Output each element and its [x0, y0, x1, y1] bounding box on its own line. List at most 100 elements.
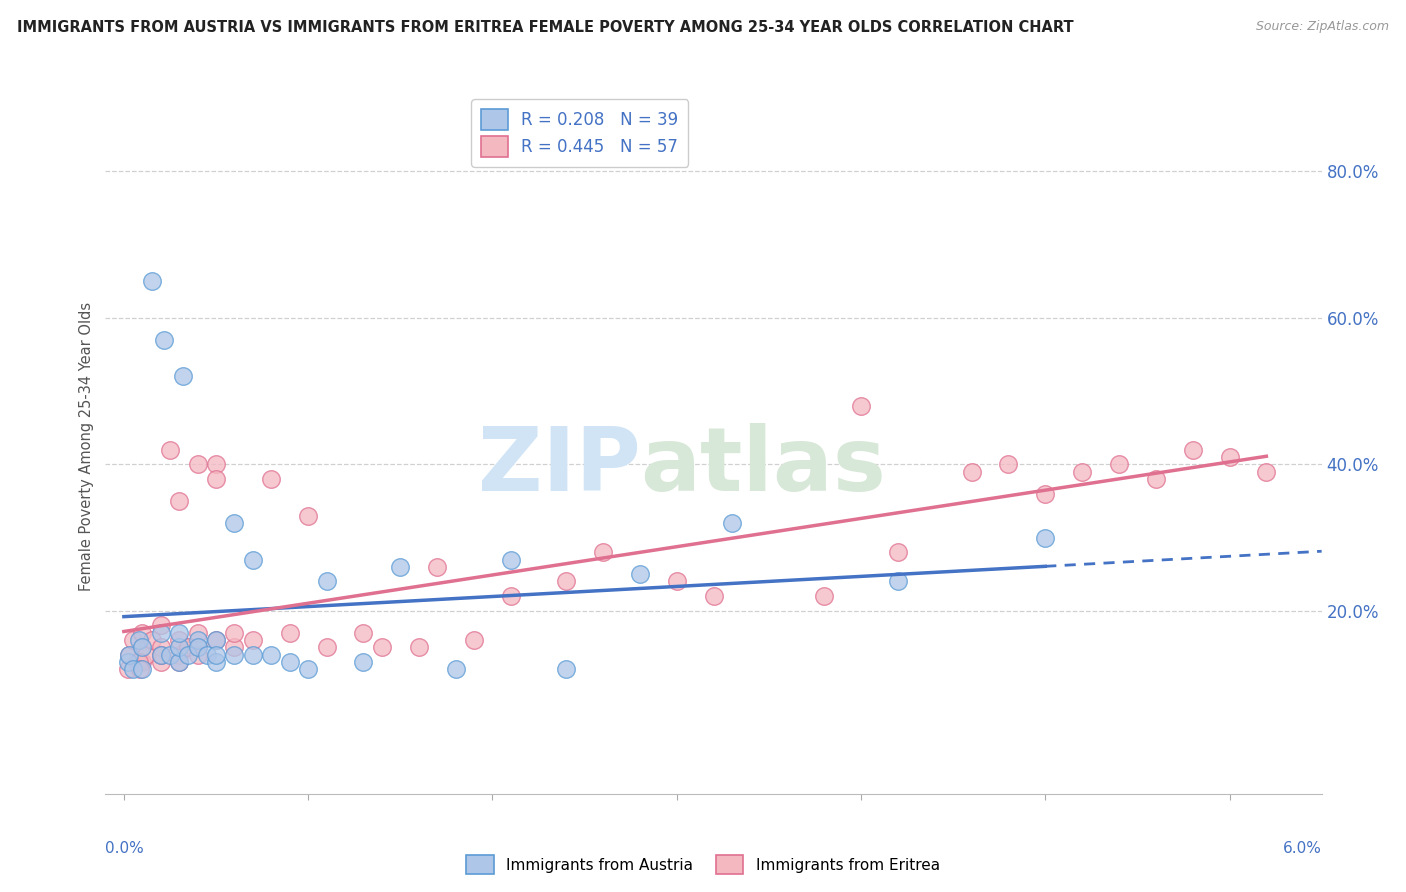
- Point: [463, 633, 485, 648]
- Point: [167, 648, 190, 662]
- Point: [665, 574, 688, 589]
- Legend: R = 0.208   N = 39, R = 0.445   N = 57: R = 0.208 N = 39, R = 0.445 N = 57: [471, 100, 689, 167]
- Point: [887, 574, 910, 589]
- Point: [1071, 465, 1094, 479]
- Point: [187, 648, 209, 662]
- Y-axis label: Female Poverty Among 25-34 Year Olds: Female Poverty Among 25-34 Year Olds: [79, 301, 94, 591]
- Point: [997, 458, 1019, 472]
- Point: [149, 618, 172, 632]
- Point: [224, 648, 246, 662]
- Point: [149, 655, 172, 669]
- Point: [352, 655, 374, 669]
- Point: [135, 648, 157, 662]
- Point: [141, 274, 163, 288]
- Point: [187, 640, 209, 655]
- Point: [141, 633, 163, 648]
- Text: 0.0%: 0.0%: [105, 841, 145, 856]
- Point: [149, 625, 172, 640]
- Point: [172, 369, 194, 384]
- Point: [131, 655, 153, 669]
- Point: [129, 662, 152, 676]
- Point: [444, 662, 467, 676]
- Point: [187, 625, 209, 640]
- Point: [389, 559, 412, 574]
- Point: [167, 633, 190, 648]
- Point: [118, 648, 141, 662]
- Point: [187, 640, 209, 655]
- Point: [849, 399, 872, 413]
- Point: [224, 640, 246, 655]
- Point: [167, 655, 190, 669]
- Point: [205, 458, 228, 472]
- Point: [887, 545, 910, 559]
- Point: [118, 648, 141, 662]
- Point: [149, 648, 172, 662]
- Point: [408, 640, 430, 655]
- Point: [242, 633, 264, 648]
- Point: [628, 567, 651, 582]
- Point: [167, 640, 190, 655]
- Point: [315, 574, 337, 589]
- Point: [352, 625, 374, 640]
- Point: [960, 465, 983, 479]
- Point: [205, 655, 228, 669]
- Point: [131, 625, 153, 640]
- Point: [167, 625, 190, 640]
- Point: [1218, 450, 1240, 464]
- Point: [242, 648, 264, 662]
- Point: [555, 574, 578, 589]
- Text: atlas: atlas: [641, 424, 886, 510]
- Point: [205, 648, 228, 662]
- Point: [149, 640, 172, 655]
- Text: 6.0%: 6.0%: [1282, 841, 1322, 856]
- Point: [315, 640, 337, 655]
- Text: IMMIGRANTS FROM AUSTRIA VS IMMIGRANTS FROM ERITREA FEMALE POVERTY AMONG 25-34 YE: IMMIGRANTS FROM AUSTRIA VS IMMIGRANTS FR…: [17, 20, 1074, 35]
- Point: [205, 633, 228, 648]
- Point: [260, 472, 283, 486]
- Point: [205, 633, 228, 648]
- Point: [131, 640, 153, 655]
- Point: [1256, 465, 1278, 479]
- Point: [177, 648, 200, 662]
- Point: [1033, 486, 1056, 500]
- Point: [242, 552, 264, 566]
- Text: Source: ZipAtlas.com: Source: ZipAtlas.com: [1256, 20, 1389, 33]
- Point: [1033, 531, 1056, 545]
- Point: [499, 552, 522, 566]
- Point: [128, 633, 150, 648]
- Point: [122, 662, 145, 676]
- Point: [122, 633, 145, 648]
- Point: [426, 559, 449, 574]
- Point: [167, 655, 190, 669]
- Point: [125, 655, 148, 669]
- Point: [131, 662, 153, 676]
- Legend: Immigrants from Austria, Immigrants from Eritrea: Immigrants from Austria, Immigrants from…: [460, 849, 946, 880]
- Point: [159, 648, 181, 662]
- Point: [117, 655, 139, 669]
- Point: [149, 648, 172, 662]
- Point: [278, 625, 301, 640]
- Point: [297, 662, 319, 676]
- Point: [1144, 472, 1167, 486]
- Text: ZIP: ZIP: [478, 424, 641, 510]
- Point: [555, 662, 578, 676]
- Point: [224, 625, 246, 640]
- Point: [131, 640, 153, 655]
- Point: [371, 640, 394, 655]
- Point: [1181, 442, 1204, 457]
- Point: [702, 589, 725, 603]
- Point: [592, 545, 614, 559]
- Point: [187, 633, 209, 648]
- Point: [499, 589, 522, 603]
- Point: [117, 662, 139, 676]
- Point: [813, 589, 835, 603]
- Point: [224, 516, 246, 530]
- Point: [128, 655, 150, 669]
- Point: [297, 508, 319, 523]
- Point: [721, 516, 744, 530]
- Point: [205, 472, 228, 486]
- Point: [177, 640, 200, 655]
- Point: [260, 648, 283, 662]
- Point: [159, 442, 181, 457]
- Point: [167, 494, 190, 508]
